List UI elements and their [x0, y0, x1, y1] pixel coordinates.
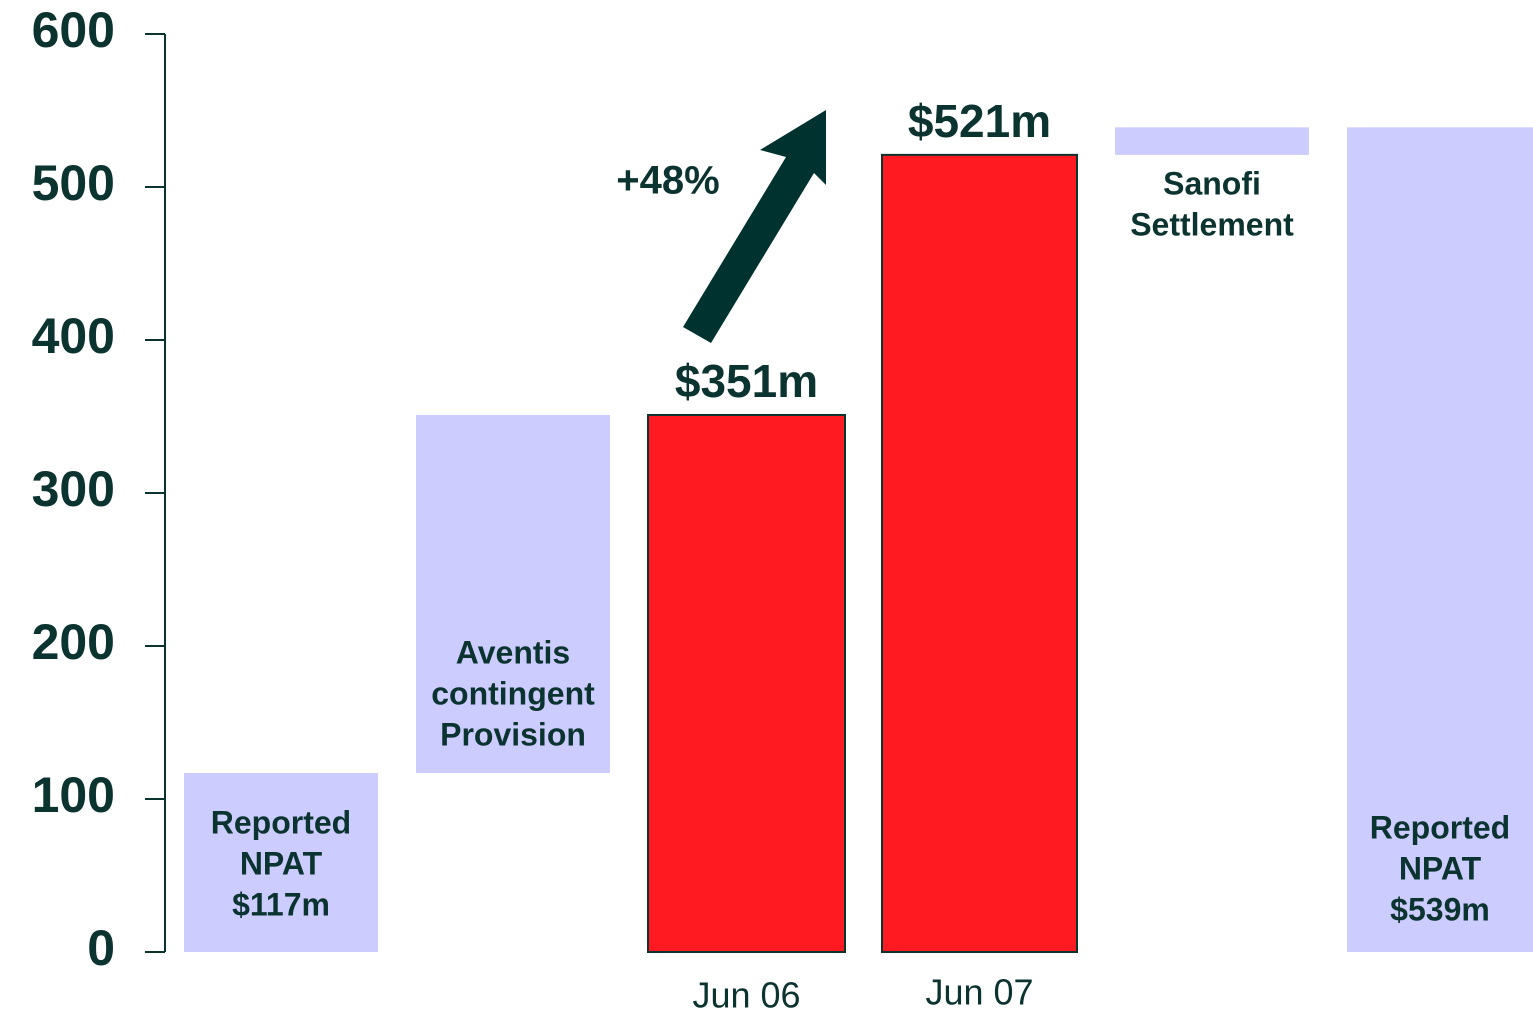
x-tick-label: Jun 06 [692, 975, 800, 1016]
bar [1347, 127, 1533, 952]
y-tick-label: 600 [32, 2, 115, 58]
y-tick-label: 0 [87, 920, 115, 976]
bar-text: contingent [431, 675, 595, 711]
bar-text: Provision [440, 716, 586, 752]
value-label: $521m [908, 95, 1051, 147]
bar-text: NPAT [240, 845, 323, 881]
y-tick-label: 100 [32, 767, 115, 823]
y-tick-label: 300 [32, 461, 115, 517]
bar-text: Sanofi [1163, 165, 1261, 201]
bar-text: $539m [1390, 891, 1490, 927]
y-tick-label: 200 [32, 614, 115, 670]
bar [416, 414, 610, 773]
bar-text: Settlement [1130, 206, 1294, 242]
bar [184, 772, 378, 952]
bar-text: $117m [232, 886, 330, 922]
annotation: +48% [616, 159, 719, 203]
bar-text: NPAT [1399, 850, 1482, 886]
bar [881, 153, 1078, 953]
growth-arrow [683, 110, 826, 343]
bar-text: Aventis [456, 634, 570, 670]
bar-text: Reported [1370, 809, 1510, 845]
y-tick-label: 400 [32, 308, 115, 364]
x-tick-label: Jun 07 [925, 972, 1033, 1013]
y-tick-label: 500 [32, 155, 115, 211]
bar [1115, 127, 1309, 155]
value-label: $351m [675, 355, 818, 407]
bar [647, 413, 846, 954]
bar-text: Reported [211, 804, 351, 840]
